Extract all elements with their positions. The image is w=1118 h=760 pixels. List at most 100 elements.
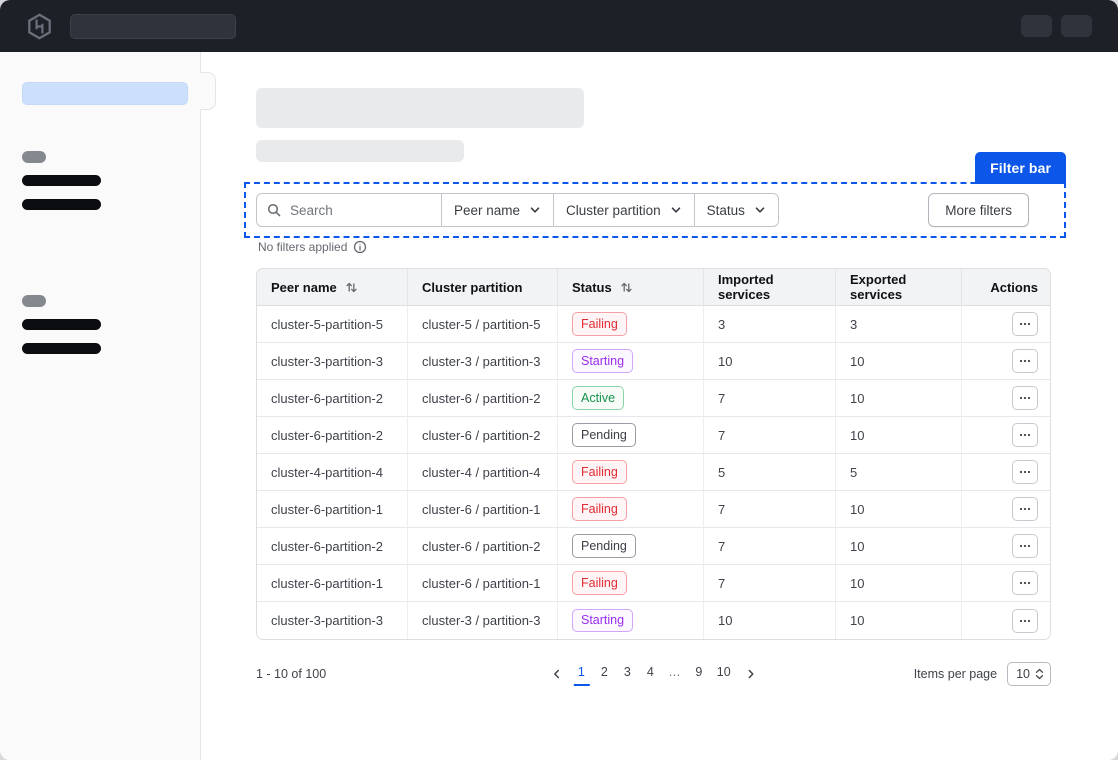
- hashicorp-logo-icon: [26, 12, 53, 40]
- imported-services-cell: 3: [704, 306, 836, 343]
- items-per-page-label: Items per page: [913, 667, 998, 681]
- nav-search-skeleton[interactable]: [70, 13, 236, 39]
- status-badge: Failing: [572, 312, 627, 336]
- peer-name-cell: cluster-6-partition-1: [257, 491, 408, 528]
- actions-cell: [962, 565, 1050, 602]
- sidebar-item-skeleton[interactable]: [22, 175, 101, 186]
- search-icon: [267, 203, 281, 217]
- status-cell: Failing: [558, 306, 704, 343]
- chevron-down-icon: [670, 204, 682, 216]
- previous-page-button[interactable]: [546, 668, 566, 680]
- imported-services-cell: 7: [704, 380, 836, 417]
- next-page-button[interactable]: [741, 668, 761, 680]
- actions-cell: [962, 380, 1050, 417]
- actions-cell: [962, 602, 1050, 639]
- row-actions-button[interactable]: [1012, 608, 1038, 633]
- row-actions-button[interactable]: [1012, 571, 1038, 595]
- exported-services-cell: 10: [836, 417, 962, 454]
- pagination-page-1[interactable]: 1: [573, 662, 590, 686]
- pagination-page-2[interactable]: 2: [596, 662, 612, 686]
- row-actions-button[interactable]: [1012, 460, 1038, 484]
- sidebar-item-skeleton[interactable]: [22, 319, 101, 330]
- table-row: cluster-6-partition-2 cluster-6 / partiti…: [257, 528, 1050, 565]
- peers-table: Peer name Cluster partition: [256, 268, 1051, 640]
- sidebar-active-item-skeleton[interactable]: [22, 82, 188, 105]
- cluster-partition-cell: cluster-6 / partition-1: [408, 491, 558, 528]
- cluster-partition-cell: cluster-6 / partition-1: [408, 565, 558, 602]
- main-content: Filter bar Peer name: [201, 52, 1118, 760]
- sidebar: [0, 52, 201, 760]
- imported-services-cell: 7: [704, 528, 836, 565]
- column-header-peer-name[interactable]: Peer name: [257, 269, 408, 306]
- status-cell: Failing: [558, 565, 704, 602]
- status-badge: Pending: [572, 423, 636, 447]
- search-input[interactable]: [288, 201, 431, 219]
- filter-bar-annotation: Filter bar Peer name: [244, 152, 1066, 238]
- table-row: cluster-5-partition-5 cluster-5 / partiti…: [257, 306, 1050, 343]
- peer-name-cell: cluster-3-partition-3: [257, 602, 408, 639]
- nav-user-skeleton[interactable]: [1061, 15, 1092, 37]
- imported-services-cell: 5: [704, 454, 836, 491]
- row-actions-button[interactable]: [1012, 497, 1038, 521]
- exported-services-cell: 10: [836, 565, 962, 602]
- sidebar-section-label-skeleton: [22, 151, 46, 163]
- status-cell: Pending: [558, 417, 704, 454]
- table-row: cluster-3-partition-3 cluster-3 / partiti…: [257, 602, 1050, 639]
- column-header-cluster-partition: Cluster partition: [408, 269, 558, 306]
- chevron-down-icon: [529, 204, 541, 216]
- more-filters-button[interactable]: More filters: [928, 193, 1029, 227]
- row-actions-button[interactable]: [1012, 349, 1038, 373]
- cluster-partition-filter-label: Cluster partition: [566, 202, 661, 218]
- row-actions-button[interactable]: [1012, 534, 1038, 558]
- exported-services-cell: 10: [836, 343, 962, 380]
- exported-services-cell: 10: [836, 602, 962, 639]
- sort-icon[interactable]: [345, 281, 358, 294]
- pagination-bar: 1 - 10 of 100 1 2 3 4 … 9 10 Items per page 10: [256, 661, 1051, 687]
- sidebar-item-skeleton[interactable]: [22, 199, 101, 210]
- no-filters-text: No filters applied: [258, 240, 348, 254]
- search-field[interactable]: [256, 193, 442, 227]
- row-actions-button[interactable]: [1012, 423, 1038, 447]
- row-actions-button[interactable]: [1012, 312, 1038, 336]
- cluster-partition-cell: cluster-6 / partition-2: [408, 380, 558, 417]
- table-row: cluster-6-partition-2 cluster-6 / partiti…: [257, 417, 1050, 454]
- cluster-partition-cell: cluster-3 / partition-3: [408, 602, 558, 639]
- table-header-row: Peer name Cluster partition: [257, 269, 1050, 306]
- cluster-partition-cell: cluster-6 / partition-2: [408, 417, 558, 454]
- pagination-page-9[interactable]: 9: [691, 662, 707, 686]
- peer-name-cell: cluster-6-partition-2: [257, 417, 408, 454]
- status-filter-dropdown[interactable]: Status: [693, 193, 779, 227]
- info-icon[interactable]: [353, 240, 367, 254]
- sort-icon[interactable]: [620, 281, 633, 294]
- sidebar-item-skeleton[interactable]: [22, 343, 101, 354]
- sidebar-collapse-handle[interactable]: [200, 72, 216, 110]
- peer-name-filter-dropdown[interactable]: Peer name: [441, 193, 555, 227]
- status-badge: Failing: [572, 497, 627, 521]
- status-cell: Starting: [558, 602, 704, 639]
- nav-help-skeleton[interactable]: [1021, 15, 1052, 37]
- peer-name-cell: cluster-6-partition-2: [257, 380, 408, 417]
- row-actions-button[interactable]: [1012, 386, 1038, 410]
- status-cell: Starting: [558, 343, 704, 380]
- status-badge: Failing: [572, 571, 627, 595]
- table-row: cluster-6-partition-1 cluster-6 / partiti…: [257, 491, 1050, 528]
- status-cell: Failing: [558, 491, 704, 528]
- actions-cell: [962, 528, 1050, 565]
- status-badge: Failing: [572, 460, 627, 484]
- filter-bar-annotation-label: Filter bar: [975, 152, 1066, 184]
- table-row: cluster-6-partition-2 cluster-6 / partiti…: [257, 380, 1050, 417]
- imported-services-cell: 10: [704, 602, 836, 639]
- actions-cell: [962, 306, 1050, 343]
- status-badge: Pending: [572, 534, 636, 558]
- items-per-page-select[interactable]: 10: [1007, 662, 1051, 686]
- no-filters-status: No filters applied: [258, 240, 367, 254]
- pagination-page-3[interactable]: 3: [619, 662, 635, 686]
- column-header-actions: Actions: [962, 269, 1050, 306]
- pagination-page-4[interactable]: 4: [642, 662, 658, 686]
- cluster-partition-filter-dropdown[interactable]: Cluster partition: [553, 193, 695, 227]
- peer-name-cell: cluster-4-partition-4: [257, 454, 408, 491]
- peer-name-cell: cluster-6-partition-2: [257, 528, 408, 565]
- pagination-page-10[interactable]: 10: [714, 662, 734, 686]
- column-header-status[interactable]: Status: [558, 269, 704, 306]
